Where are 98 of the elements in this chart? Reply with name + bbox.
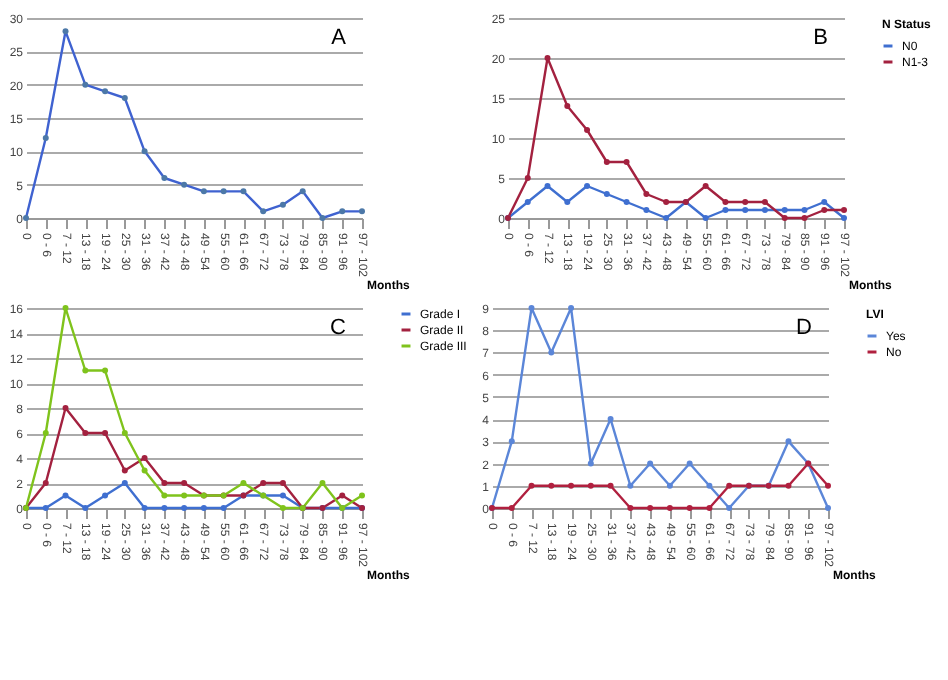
- point: [220, 188, 227, 195]
- point: [825, 505, 831, 511]
- point: [726, 505, 733, 511]
- point: [841, 215, 847, 221]
- point: [607, 482, 614, 489]
- point: [42, 480, 49, 486]
- point: [62, 28, 69, 35]
- point: [279, 201, 286, 208]
- point: [544, 183, 551, 189]
- point: [62, 492, 69, 499]
- point: [706, 505, 713, 511]
- point: [279, 492, 286, 499]
- chart-title: B: [813, 26, 828, 50]
- point: [643, 191, 650, 197]
- point: [161, 492, 168, 499]
- point: [62, 405, 69, 411]
- point: [82, 430, 89, 436]
- point: [42, 430, 49, 436]
- point: [42, 135, 49, 141]
- point: [702, 183, 709, 189]
- point: [82, 81, 89, 88]
- point: [141, 148, 148, 155]
- point: [141, 467, 148, 474]
- point: [23, 215, 29, 221]
- point: [702, 215, 709, 221]
- point: [260, 208, 267, 215]
- point: [161, 505, 168, 511]
- point: [603, 159, 610, 165]
- point: [801, 207, 808, 213]
- point: [240, 480, 247, 486]
- point: [82, 367, 89, 374]
- point: [102, 367, 109, 374]
- point: [548, 349, 555, 356]
- point: [587, 482, 594, 489]
- point: [623, 199, 630, 205]
- point: [121, 467, 128, 474]
- point: [181, 181, 188, 188]
- chart-title: C: [330, 316, 347, 340]
- point: [544, 55, 551, 61]
- point: [785, 438, 792, 445]
- point: [564, 199, 571, 205]
- point: [524, 199, 531, 205]
- point: [528, 482, 535, 489]
- point: [722, 207, 729, 213]
- point: [607, 416, 614, 423]
- point: [627, 505, 634, 511]
- point: [181, 492, 188, 499]
- point: [587, 460, 594, 467]
- point: [161, 175, 168, 181]
- point: [568, 305, 575, 311]
- point: [508, 438, 515, 445]
- point: [801, 215, 808, 221]
- point: [339, 492, 346, 499]
- point: [706, 482, 713, 489]
- point: [647, 460, 654, 467]
- point: [121, 480, 128, 486]
- point: [102, 492, 109, 499]
- point: [299, 188, 306, 195]
- point: [528, 305, 535, 311]
- point: [319, 215, 326, 221]
- point: [821, 199, 828, 205]
- point: [825, 482, 831, 489]
- point: [686, 505, 693, 511]
- point: [781, 215, 788, 221]
- point: [524, 175, 531, 181]
- point: [200, 188, 207, 195]
- point: [359, 492, 365, 499]
- point: [220, 505, 227, 511]
- point: [686, 460, 693, 467]
- point: [181, 480, 188, 486]
- point: [548, 482, 555, 489]
- point: [82, 505, 89, 511]
- point: [62, 305, 69, 311]
- point: [339, 208, 346, 215]
- point: [564, 103, 571, 109]
- point: [623, 159, 630, 165]
- point: [568, 482, 575, 489]
- chart-title: A: [331, 26, 348, 50]
- point: [141, 455, 148, 461]
- point: [663, 215, 670, 221]
- point: [141, 505, 148, 511]
- point: [240, 188, 247, 195]
- point: [603, 191, 610, 197]
- chart-title: D: [796, 316, 813, 340]
- point: [359, 208, 365, 215]
- point: [121, 430, 128, 436]
- point: [161, 480, 168, 486]
- point: [785, 482, 792, 489]
- point: [643, 207, 650, 213]
- point: [781, 207, 788, 213]
- point: [319, 480, 326, 486]
- point: [666, 482, 673, 489]
- point: [102, 88, 109, 95]
- point: [627, 482, 634, 489]
- point: [121, 95, 128, 101]
- point: [841, 207, 847, 213]
- point: [726, 482, 733, 489]
- point: [722, 199, 729, 205]
